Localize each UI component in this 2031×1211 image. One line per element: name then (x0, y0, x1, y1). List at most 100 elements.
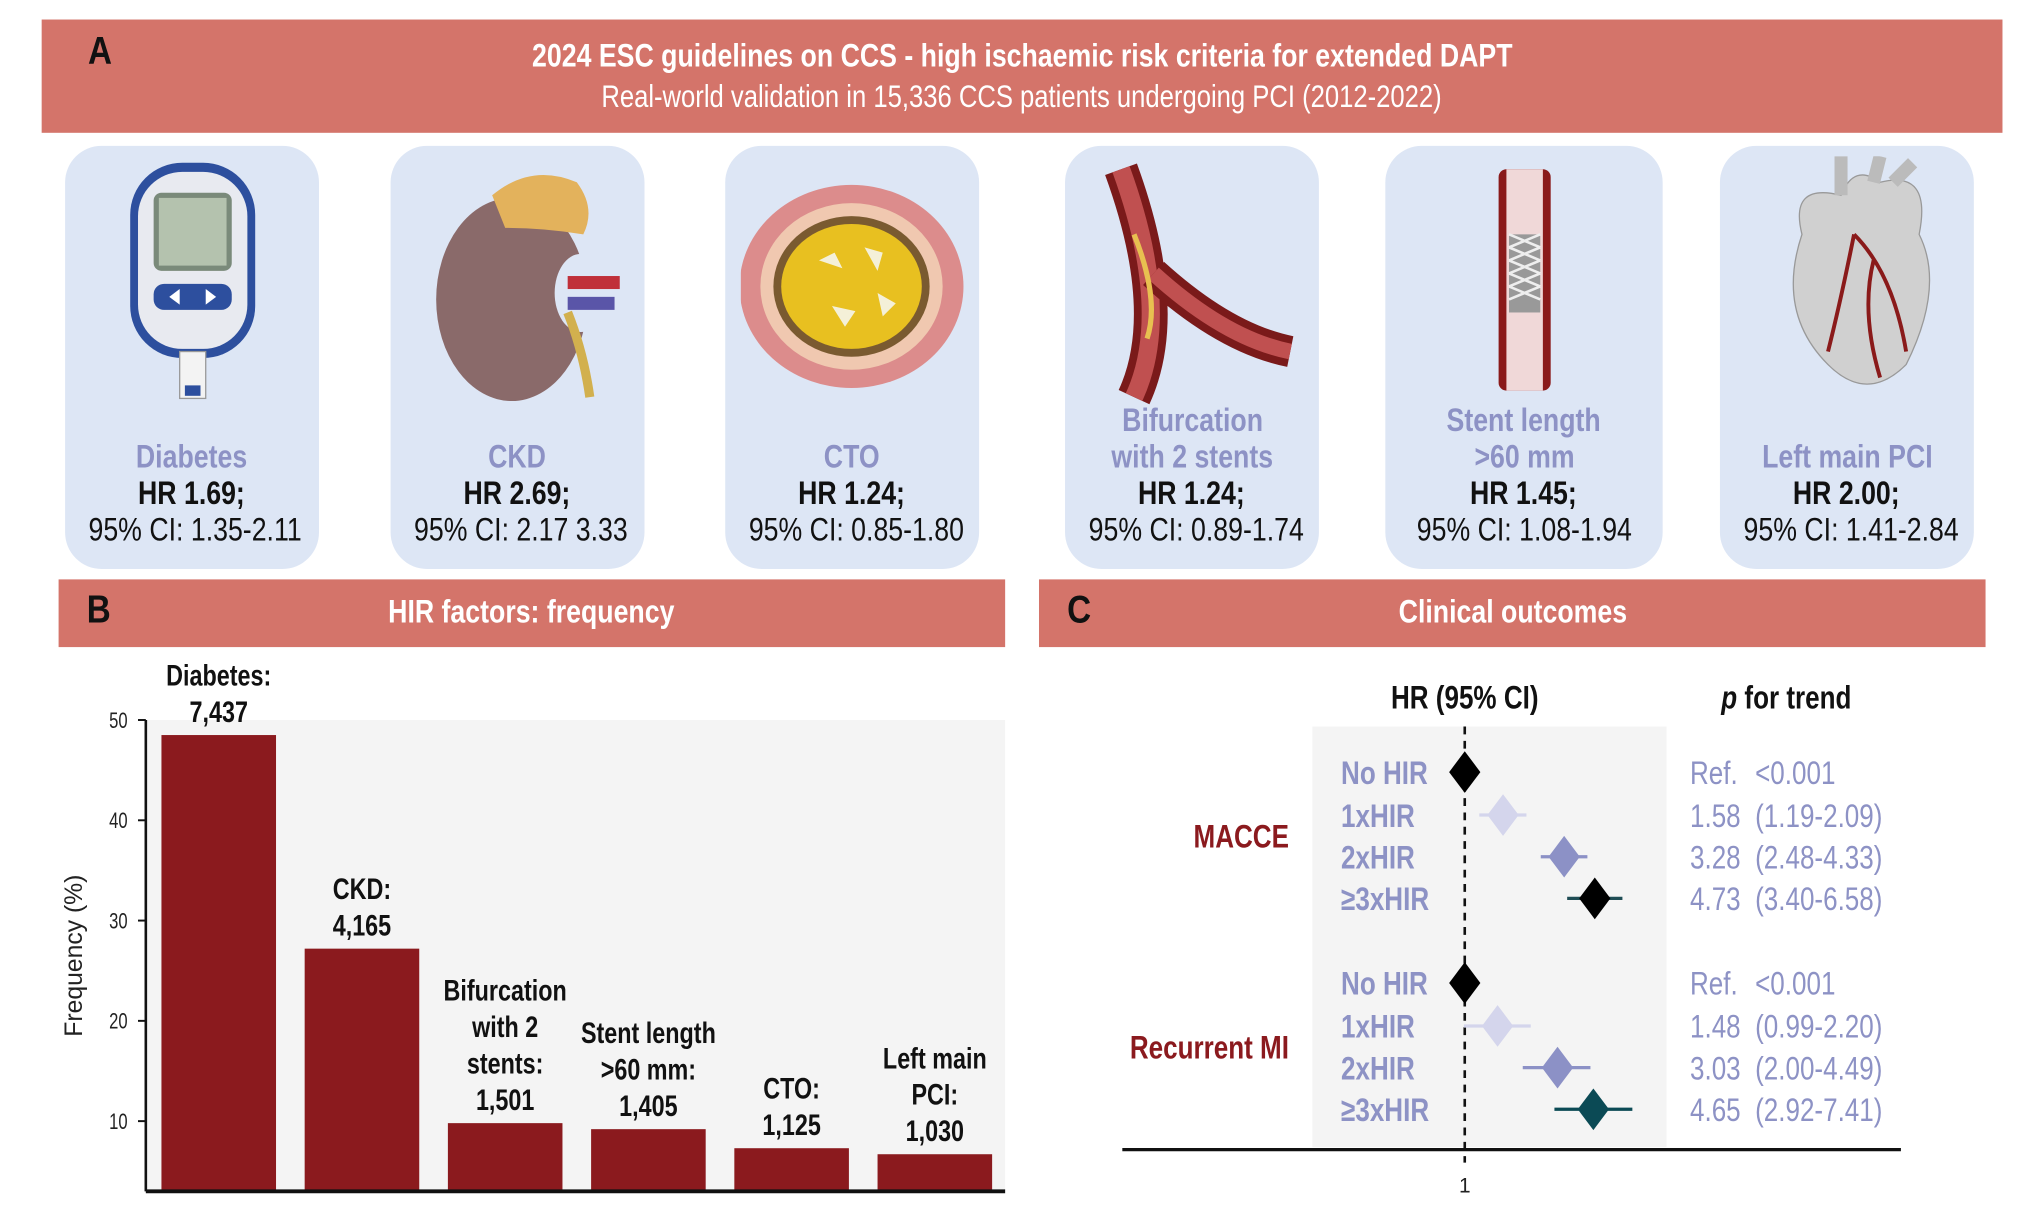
card-name: Stent length (1446, 402, 1602, 439)
glucometer-icon (129, 162, 255, 400)
hr-value: 1.58 (1690, 798, 1741, 834)
risk-card-1: CKD HR 2.69; 95% CI: 2.17 3.33 (390, 145, 645, 569)
kidney-icon (435, 174, 620, 402)
card-name: Bifurcation (1121, 402, 1263, 439)
hr-diamond (1481, 1005, 1514, 1047)
hr-value: Ref. (1690, 966, 1738, 1002)
hr-diamond (1541, 1046, 1574, 1089)
ci-value: (2.48-4.33) (1755, 840, 1882, 876)
card-ci: 95% CI: 2.17 3.33 (414, 511, 628, 549)
bar-0 (161, 735, 277, 1192)
bar-data-label: 7,437 (190, 695, 248, 728)
bar-data-label: 4,165 (333, 909, 391, 942)
group-label: Recurrent MI (1130, 1030, 1289, 1066)
card-hr: HR 1.24; (798, 475, 906, 512)
section-c-title: Clinical outcomes (1398, 593, 1627, 631)
hr-value: 3.28 (1690, 840, 1741, 876)
ci-value: (2.00-4.49) (1755, 1051, 1882, 1087)
banner-title: 2024 ESC guidelines on CCS - high ischae… (531, 37, 1513, 75)
row-label: 2xHIR (1341, 1051, 1415, 1087)
card-hr: HR 1.69; (138, 475, 246, 512)
bar-3 (591, 1129, 706, 1192)
risk-card-3: Bifurcation with 2 stents HR 1.24; 95% CI: … (1065, 145, 1319, 569)
bar-data-label: Left main (883, 1042, 987, 1075)
y-axis-label: Frequency (%) (61, 875, 88, 1037)
bar-data-label: Diabetes: (166, 659, 271, 692)
y-tick-label: 30 (109, 909, 128, 934)
hr-diamond (1449, 751, 1481, 793)
card-ci: 95% CI: 1.35-2.11 (88, 511, 302, 549)
bar-data-label: 1,501 (476, 1083, 534, 1116)
hr-diamond (1579, 877, 1611, 920)
bar-5 (877, 1154, 993, 1192)
card-hr: HR 2.69; (464, 475, 571, 512)
hr-diamond (1487, 794, 1519, 836)
hr-diamond (1577, 1088, 1609, 1131)
hr-value: Ref. (1690, 755, 1738, 791)
risk-card-4: Stent length >60 mm HR 1.45; 95% CI: 1.08-1… (1385, 145, 1663, 569)
card-name: CTO (824, 438, 881, 476)
bar-2 (447, 1123, 563, 1192)
card-hr: HR 1.24; (1138, 475, 1246, 512)
ci-value: (1.19-2.09) (1755, 798, 1882, 834)
ci-value: (3.40-6.58) (1755, 881, 1882, 917)
card-name: Diabetes (136, 438, 248, 476)
bar-1 (304, 948, 420, 1192)
card-name: CKD (488, 438, 547, 476)
card-hr: HR 2.00; (1793, 475, 1901, 512)
y-tick-label: 10 (109, 1110, 128, 1135)
header-banner: A 2024 ESC guidelines on CCS - high isch… (41, 19, 2003, 133)
row-label: No HIR (1341, 755, 1428, 791)
panel-letter-b: B (86, 588, 111, 632)
bar-data-label: with 2 (471, 1010, 538, 1043)
stent-icon (1497, 169, 1551, 391)
card-ci: 95% CI: 0.85-1.80 (748, 511, 964, 549)
ci-value: <0.001 (1755, 755, 1835, 791)
bar-4 (734, 1148, 849, 1192)
bar-data-label: PCI: (911, 1078, 958, 1111)
risk-card-0: Diabetes HR 1.69; 95% CI: 1.35-2.11 (65, 145, 319, 569)
card-ci: 95% CI: 1.41-2.84 (1743, 511, 1959, 549)
hr-diamond (1449, 962, 1481, 1004)
row-label: ≥3xHIR (1341, 1092, 1429, 1128)
hr-diamond (1548, 835, 1580, 878)
card-ci: 95% CI: 0.89-1.74 (1088, 511, 1304, 549)
card-name: with 2 stents (1111, 438, 1273, 476)
risk-card-5: Left main PCI HR 2.00; 95% CI: 1.41-2.84 (1719, 145, 1974, 569)
hr-value: 3.03 (1690, 1051, 1741, 1087)
banner-subtitle: Real-world validation in 15,336 CCS pati… (601, 79, 1443, 115)
occluded-artery-icon (740, 184, 963, 388)
p-trend-column-header: p for trend (1720, 680, 1851, 716)
bar-data-label: Stent length (581, 1016, 716, 1049)
y-tick-label: 40 (109, 809, 128, 834)
bar-data-label: CTO: (763, 1072, 820, 1105)
heart-icon (1792, 156, 1930, 385)
bar-data-label: 1,125 (762, 1108, 820, 1141)
y-tick-label: 50 (109, 709, 128, 734)
panel-letter-c: C (1067, 588, 1092, 632)
bar-data-label: stents: (467, 1047, 544, 1080)
y-tick-label: 20 (109, 1009, 128, 1034)
hr-value: 1.48 (1690, 1009, 1741, 1045)
forest-background (1312, 726, 1667, 1148)
hr-column-header: HR (95% CI) (1391, 680, 1539, 716)
card-hr: HR 1.45; (1470, 475, 1578, 512)
bar-data-label: 1,030 (906, 1114, 964, 1147)
row-label: 1xHIR (1341, 798, 1415, 834)
row-label: 1xHIR (1341, 1009, 1415, 1045)
section-b-header: B HIR factors: frequency (58, 579, 1006, 648)
bar-data-label: >60 mm: (601, 1053, 696, 1086)
row-label: ≥3xHIR (1341, 881, 1429, 917)
ci-value: <0.001 (1755, 966, 1835, 1002)
row-label: No HIR (1341, 966, 1428, 1002)
panel-letter-a: A (88, 29, 113, 73)
card-ci: 95% CI: 1.08-1.94 (1416, 511, 1632, 549)
bar-data-label: CKD: (333, 872, 391, 905)
row-label: 2xHIR (1341, 840, 1415, 876)
ci-value: (0.99-2.20) (1755, 1009, 1882, 1045)
group-label: MACCE (1194, 819, 1289, 855)
section-c-header: C Clinical outcomes (1038, 579, 1986, 648)
bifurcation-icon (1104, 163, 1294, 405)
